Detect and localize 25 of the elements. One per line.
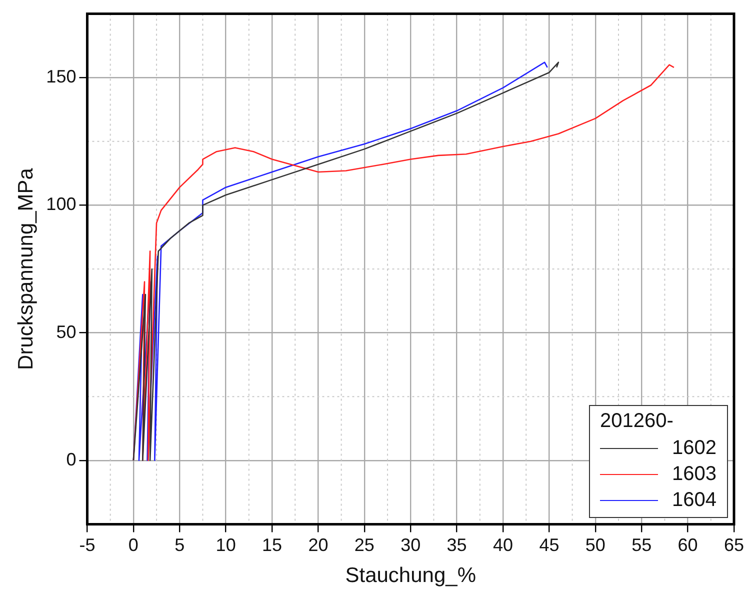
legend-title: 201260-: [600, 410, 674, 434]
legend-label: 1603: [672, 462, 716, 486]
x-tick-label: -5: [79, 534, 96, 555]
x-tick-label: 20: [308, 534, 328, 555]
y-tick-label: 0: [66, 449, 76, 470]
x-axis-title: Stauchung_%: [345, 564, 476, 588]
x-tick-label: 40: [492, 534, 514, 555]
x-tick-label: 55: [632, 534, 652, 555]
x-tick-label: 50: [585, 534, 606, 555]
y-tick-label: 100: [46, 194, 76, 214]
x-tick-label: 10: [216, 534, 236, 555]
y-tick-label: 150: [46, 66, 76, 87]
legend-label: 1602: [672, 436, 716, 460]
x-tick-label: 0: [128, 534, 138, 555]
x-tick-label: 60: [678, 534, 698, 555]
x-tick-label: 30: [400, 534, 421, 555]
x-tick-label: 45: [539, 534, 560, 555]
x-tick-label: 25: [354, 534, 374, 555]
y-axis-title: Druckspannung_MPa: [14, 168, 38, 370]
x-tick-label: 35: [446, 534, 467, 555]
x-tick-label: 65: [724, 534, 744, 555]
y-tick-label: 50: [56, 322, 76, 342]
legend-label: 1604: [672, 488, 716, 512]
x-tick-label: 15: [262, 534, 282, 555]
x-tick-label: 5: [174, 534, 185, 555]
